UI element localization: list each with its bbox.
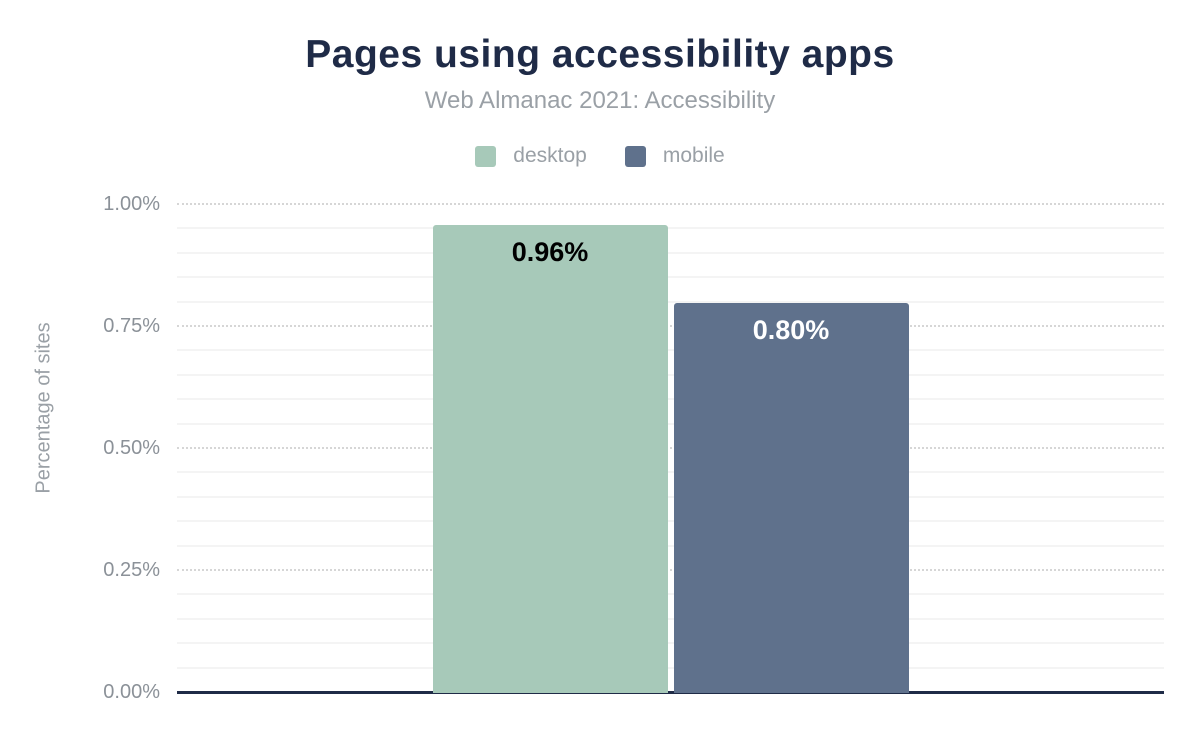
y-tick-label: 0.75%: [103, 315, 160, 337]
legend: desktop mobile: [0, 144, 1200, 168]
gridline-minor: [177, 544, 1164, 547]
gridline-minor: [177, 495, 1164, 498]
bar-mobile[interactable]: 0.80%: [673, 302, 909, 693]
gridline-minor: [177, 593, 1164, 596]
legend-item-desktop[interactable]: desktop: [475, 144, 587, 168]
chart-title: Pages using accessibility apps: [305, 33, 895, 76]
gridline-minor: [177, 471, 1164, 474]
gridline-minor: [177, 617, 1164, 620]
gridline-minor: [177, 251, 1164, 254]
gridline-minor: [177, 373, 1164, 376]
bar-value-label-mobile: 0.80%: [752, 314, 830, 345]
y-axis-title: Percentage of sites: [32, 322, 55, 494]
legend-label-mobile: mobile: [662, 144, 725, 167]
y-tick-label: 1.00%: [103, 193, 160, 215]
gridline-major: [177, 447, 1164, 449]
chart-subtitle: Web Almanac 2021: Accessibility: [424, 87, 776, 114]
gridline-major: [177, 203, 1164, 205]
x-axis-line: [177, 691, 1164, 694]
gridline-major: [177, 569, 1164, 571]
y-tick-label: 0.25%: [103, 559, 160, 581]
gridline-minor: [177, 520, 1164, 523]
gridline-minor: [177, 276, 1164, 279]
legend-swatch-mobile: [624, 145, 646, 167]
y-tick-label: 0.50%: [103, 437, 160, 459]
bar-desktop[interactable]: 0.96%: [432, 224, 668, 693]
gridline-minor: [177, 300, 1164, 303]
gridline-minor: [177, 227, 1164, 230]
gridline-minor: [177, 642, 1164, 645]
gridline-minor: [177, 422, 1164, 425]
gridline-minor: [177, 666, 1164, 669]
legend-item-mobile[interactable]: mobile: [624, 144, 725, 168]
legend-label-desktop: desktop: [513, 144, 587, 167]
bar-value-label-desktop: 0.96%: [511, 236, 589, 267]
plot-area: 0.96% 0.80%: [177, 203, 1164, 694]
legend-swatch-desktop: [475, 145, 497, 167]
gridline-major: [177, 325, 1164, 327]
gridline-minor: [177, 398, 1164, 401]
gridline-minor: [177, 349, 1164, 352]
y-tick-label: 0.00%: [103, 681, 160, 703]
